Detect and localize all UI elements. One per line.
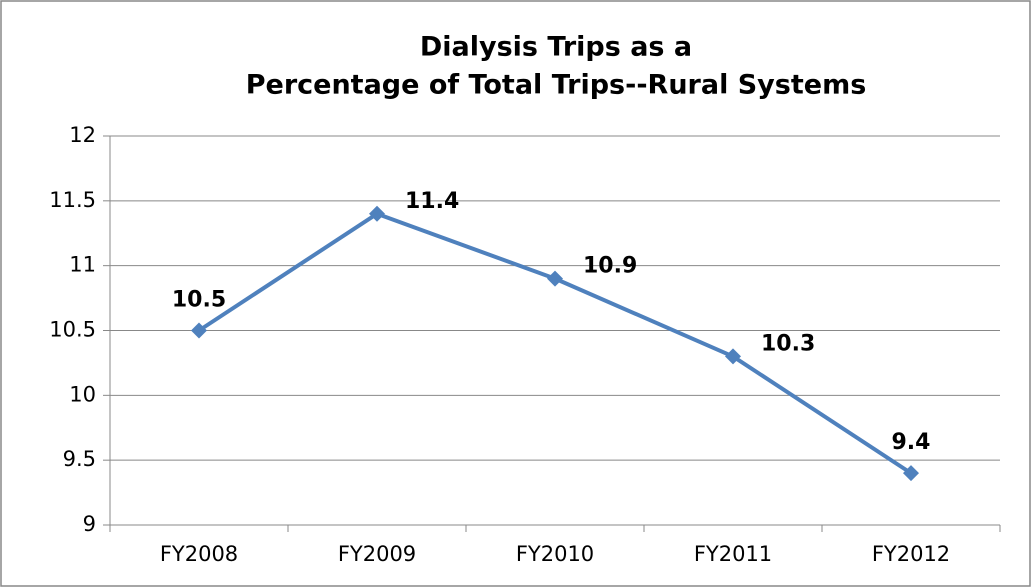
marker — [547, 270, 563, 287]
marker — [369, 205, 385, 222]
marker — [191, 322, 207, 339]
y-tick-label: 11 — [69, 253, 96, 277]
chart-title: Percentage of Total Trips--Rural Systems — [246, 70, 867, 101]
chart-title: Dialysis Trips as a — [420, 32, 692, 63]
x-tick-label: FY2012 — [872, 542, 950, 566]
data-label: 10.5 — [172, 288, 226, 313]
y-tick-label: 10.5 — [49, 318, 96, 342]
y-tick-label: 9 — [83, 512, 96, 536]
y-tick-label: 10 — [69, 382, 96, 406]
y-tick-label: 11.5 — [49, 188, 96, 212]
x-tick-label: FY2008 — [160, 542, 238, 566]
data-label: 11.4 — [405, 189, 459, 214]
x-tick-label: FY2009 — [338, 542, 416, 566]
x-tick-label: FY2010 — [516, 542, 594, 566]
data-label: 9.4 — [892, 430, 931, 455]
data-label: 10.9 — [583, 254, 637, 279]
y-tick-label: 9.5 — [63, 447, 96, 471]
y-tick-label: 12 — [69, 123, 96, 147]
data-label: 10.3 — [761, 331, 815, 356]
marker — [725, 348, 741, 365]
marker — [903, 465, 919, 482]
x-tick-label: FY2011 — [694, 542, 772, 566]
